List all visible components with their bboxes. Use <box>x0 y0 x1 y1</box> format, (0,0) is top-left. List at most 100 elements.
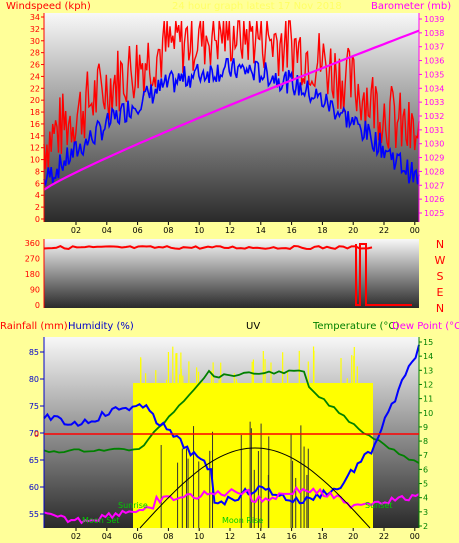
barometer-tick: 1033 <box>424 98 444 107</box>
humidity-tick: 60 <box>29 483 39 492</box>
rainfall-zero-label: 0 <box>34 430 39 439</box>
barometer-tick: 1030 <box>424 140 444 149</box>
bottom-x-tick: 04 <box>102 532 112 541</box>
wind-direction-series <box>43 243 412 306</box>
barometer-tick: 1028 <box>424 167 444 176</box>
barometer-tick: 1026 <box>424 195 444 204</box>
compass-letter: W <box>435 254 446 267</box>
barometer-tick: 1036 <box>424 57 444 66</box>
barometer-tick: 1032 <box>424 112 444 121</box>
humidity-tick: 55 <box>29 510 39 519</box>
temperature-tick: 10 <box>423 409 433 418</box>
bottom-series <box>43 344 420 529</box>
barometer-tick: 1038 <box>424 29 444 38</box>
windspeed-tick: 14 <box>30 132 40 141</box>
temperature-tick: 2 <box>423 522 428 531</box>
top-x-tick: 22 <box>379 226 389 235</box>
bottom-x-tick: 00 <box>410 532 420 541</box>
barometer-tick: 1034 <box>424 84 444 93</box>
bottom-x-tick: 14 <box>256 532 266 541</box>
temperature-tick: 6 <box>423 465 428 474</box>
temperature-axis-title: Temperature (°C) <box>313 321 400 332</box>
barometer-tick: 1037 <box>424 43 444 52</box>
top-x-tick: 06 <box>133 226 143 235</box>
humidity-y-axis: 85 80 75 70 65 60 55 <box>29 348 44 519</box>
windspeed-tick: 16 <box>30 120 40 129</box>
top-x-tick: 18 <box>317 226 327 235</box>
barometer-y-axis: 1039 1038 1037 1036 1035 1034 1033 1032 1031 1030… <box>419 15 444 218</box>
wind-direction-tick: 360 <box>25 239 40 248</box>
top-x-tick: 08 <box>163 226 173 235</box>
humidity-tick: 85 <box>29 348 39 357</box>
temperature-line <box>43 369 420 464</box>
wind-average-line <box>43 57 420 186</box>
solar-curve <box>139 447 371 529</box>
compass-letter: N <box>436 302 444 315</box>
top-x-tick: 14 <box>256 226 266 235</box>
barometer-tick: 1039 <box>424 15 444 24</box>
top-x-tick: 00 <box>410 226 420 235</box>
humidity-tick: 70 <box>29 429 39 438</box>
temperature-tick: 11 <box>423 395 433 404</box>
windspeed-tick: 28 <box>30 49 40 58</box>
temperature-tick: 14 <box>423 352 433 361</box>
top-x-axis: 02 04 06 08 10 12 14 16 18 20 22 00 <box>71 222 420 235</box>
bottom-x-tick: 06 <box>133 532 143 541</box>
windspeed-tick: 26 <box>30 61 40 70</box>
temperature-tick: 4 <box>423 494 428 503</box>
windspeed-tick: 32 <box>30 25 40 34</box>
windspeed-tick: 22 <box>30 84 40 93</box>
uv-axis-title: UV <box>246 321 261 332</box>
dewpoint-axis-title: Dew Point (°C) <box>392 321 459 332</box>
bottom-x-tick: 12 <box>225 532 235 541</box>
humidity-line <box>43 344 420 507</box>
bottom-x-tick: 18 <box>317 532 327 541</box>
windspeed-tick: 8 <box>35 167 40 176</box>
windspeed-tick: 6 <box>35 179 40 188</box>
windspeed-plot-area <box>44 13 419 222</box>
barometer-tick: 1035 <box>424 70 444 79</box>
humidity-tick: 80 <box>29 375 39 384</box>
top-x-tick: 16 <box>287 226 297 235</box>
compass-letter: E <box>437 286 444 299</box>
temperature-tick: 13 <box>423 366 433 375</box>
bottom-x-tick: 10 <box>194 532 204 541</box>
temperature-tick: 7 <box>423 451 428 460</box>
windspeed-tick: 20 <box>30 96 40 105</box>
windspeed-tick: 4 <box>35 191 40 200</box>
top-x-tick: 02 <box>71 226 81 235</box>
temperature-tick: 8 <box>423 437 428 446</box>
temperature-tick: 12 <box>423 380 433 389</box>
windspeed-tick: 10 <box>30 156 40 165</box>
wind-direction-tick: 90 <box>30 286 40 295</box>
wind-direction-tick: 270 <box>25 255 40 264</box>
wind-direction-y-axis: 360 270 180 90 0 <box>25 239 40 310</box>
humidity-tick: 65 <box>29 456 39 465</box>
moon-rise-label: Moon Rise <box>222 516 263 525</box>
top-x-tick: 04 <box>102 226 112 235</box>
windspeed-tick: 18 <box>30 108 40 117</box>
windspeed-tick: 30 <box>30 37 40 46</box>
top-x-tick: 12 <box>225 226 235 235</box>
compass-letter: N <box>436 238 444 251</box>
barometer-tick: 1025 <box>424 209 444 218</box>
top-series <box>43 20 420 191</box>
humidity-axis-title: Humidity (%) <box>68 321 134 332</box>
wind-direction-north-switch <box>355 243 412 306</box>
windspeed-tick: 24 <box>30 72 40 81</box>
bottom-x-axis: 02 04 06 08 10 12 14 16 18 20 22 00 <box>71 528 420 541</box>
windspeed-tick: 0 <box>35 215 40 224</box>
moon-set-label: Moon Set <box>82 516 119 525</box>
barometer-axis-title: Barometer (mb) <box>371 1 452 12</box>
bottom-x-tick: 02 <box>71 532 81 541</box>
windspeed-tick: 34 <box>30 13 40 22</box>
wind-direction-line <box>43 244 373 251</box>
rainfall-axis-title: Rainfall (mm) <box>0 321 68 332</box>
wind-direction-tick: 0 <box>35 301 40 310</box>
compass-letter: S <box>437 270 444 283</box>
bottom-x-tick: 20 <box>348 532 358 541</box>
windspeed-tick: 2 <box>35 203 40 212</box>
top-x-tick: 20 <box>348 226 358 235</box>
